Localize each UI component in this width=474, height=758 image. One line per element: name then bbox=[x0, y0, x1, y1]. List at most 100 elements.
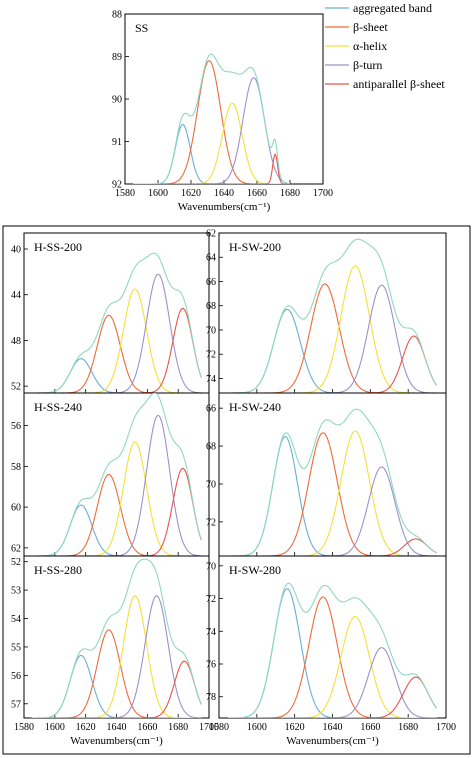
band-curve bbox=[228, 588, 437, 718]
plot-frame bbox=[23, 232, 210, 394]
y-tick-label: 54 bbox=[11, 614, 21, 625]
band-curve bbox=[228, 615, 437, 718]
y-tick-label: 60 bbox=[11, 503, 21, 514]
x-axis-label: Wavenumbers(cm⁻¹) bbox=[286, 735, 379, 747]
y-tick-label: 68 bbox=[206, 442, 216, 453]
y-tick-label: 74 bbox=[206, 627, 216, 638]
x-tick-label: 1600 bbox=[45, 722, 65, 733]
band-curve bbox=[31, 307, 202, 393]
y-tick-label: 52 bbox=[11, 557, 21, 568]
band-curve bbox=[31, 273, 202, 393]
x-tick-label: 1700 bbox=[436, 722, 456, 733]
y-tick-label: 53 bbox=[11, 586, 21, 597]
y-tick-label: 66 bbox=[206, 277, 216, 288]
plot-frame bbox=[23, 392, 210, 557]
y-tick-label: 70 bbox=[206, 479, 216, 490]
legend-label: antiparallel β-sheet bbox=[353, 77, 445, 91]
x-tick-label: 1620 bbox=[181, 188, 201, 199]
band-curve bbox=[31, 288, 202, 393]
y-tick-label: 72 bbox=[206, 350, 216, 361]
x-tick-label: 1580 bbox=[209, 722, 229, 733]
x-axis-label: Wavenumbers(cm⁻¹) bbox=[178, 201, 271, 213]
legend-label: α-helix bbox=[353, 39, 387, 53]
y-tick-label: 89 bbox=[112, 52, 122, 63]
band-curve bbox=[133, 153, 290, 184]
band-curve bbox=[133, 60, 290, 184]
y-tick-label: 44 bbox=[11, 290, 21, 301]
y-tick-label: 74 bbox=[206, 374, 216, 385]
x-tick-label: 1600 bbox=[247, 722, 267, 733]
y-tick-label: 91 bbox=[112, 137, 122, 148]
y-tick-label: 56 bbox=[11, 671, 21, 682]
y-tick-label: 70 bbox=[206, 325, 216, 336]
legend-label: aggregated band bbox=[353, 1, 432, 15]
plot-frame bbox=[218, 555, 447, 719]
y-tick-label: 58 bbox=[11, 462, 21, 473]
band-curve bbox=[228, 265, 437, 393]
y-tick-label: 70 bbox=[206, 561, 216, 572]
x-tick-label: 1640 bbox=[214, 188, 234, 199]
band-curve bbox=[228, 284, 437, 393]
band-curve bbox=[228, 647, 437, 718]
band-curve bbox=[228, 676, 437, 718]
y-tick-label: 40 bbox=[11, 245, 21, 256]
x-tick-label: 1660 bbox=[137, 722, 157, 733]
panel-title: H-SW-240 bbox=[229, 400, 281, 414]
band-curve bbox=[31, 595, 202, 718]
y-tick-label: 72 bbox=[206, 517, 216, 528]
x-tick-label: 1600 bbox=[148, 188, 168, 199]
panel-title: SS bbox=[135, 21, 148, 35]
envelope-curve bbox=[228, 238, 437, 393]
panel-h-ss-240: 56 58 60 62 H-SS-240 bbox=[11, 392, 210, 557]
y-tick-label: 62 bbox=[11, 543, 21, 554]
x-tick-label: 1700 bbox=[313, 188, 333, 199]
band-curve bbox=[31, 467, 202, 556]
panel-title: H-SW-280 bbox=[229, 563, 281, 577]
panel-h-sw-280: 70 72 74 76 78 1580 1600 1620 1640 1660 1680 1700 Wa… bbox=[206, 555, 456, 747]
y-tick-label: 55 bbox=[11, 642, 21, 653]
legend: aggregated band β-sheet α-helix β-turn antip… bbox=[325, 1, 445, 91]
panel-h-sw-240: 66 68 70 72 H-SW-240 bbox=[206, 392, 447, 557]
y-tick-label: 76 bbox=[206, 660, 216, 671]
band-curve bbox=[31, 441, 202, 556]
x-tick-label: 1680 bbox=[398, 722, 418, 733]
y-tick-label: 68 bbox=[206, 301, 216, 312]
x-tick-label: 1640 bbox=[107, 722, 127, 733]
panel-h-ss-280: 52 53 54 55 56 57 1580 1600 1620 1640 1660 1680 1700… bbox=[11, 555, 219, 747]
band-curve bbox=[228, 596, 437, 718]
envelope-curve bbox=[31, 252, 202, 393]
y-tick-label: 56 bbox=[11, 421, 21, 432]
envelope-curve bbox=[228, 408, 437, 556]
y-tick-label: 66 bbox=[206, 404, 216, 415]
envelope-curve bbox=[31, 558, 202, 718]
panel-h-ss-200: 40 44 48 52 H-SS-200 bbox=[11, 232, 210, 394]
x-tick-label: 1620 bbox=[76, 722, 96, 733]
x-tick-label: 1660 bbox=[247, 188, 267, 199]
legend-label: β-turn bbox=[353, 58, 382, 72]
band-curve bbox=[228, 430, 437, 556]
y-tick-label: 57 bbox=[11, 699, 21, 710]
envelope-curve bbox=[133, 53, 291, 184]
x-tick-label: 1680 bbox=[280, 188, 300, 199]
band-curve bbox=[228, 538, 437, 556]
band-curve bbox=[228, 335, 437, 393]
band-curve bbox=[31, 595, 202, 718]
y-tick-label: 64 bbox=[206, 253, 216, 264]
plot-frame bbox=[218, 232, 447, 394]
y-tick-label: 78 bbox=[206, 692, 216, 703]
band-curve bbox=[228, 283, 437, 393]
plot-frame bbox=[218, 392, 447, 557]
x-tick-label: 1660 bbox=[360, 722, 380, 733]
y-tick-label: 90 bbox=[112, 95, 122, 106]
band-curve bbox=[133, 102, 290, 184]
y-tick-label: 92 bbox=[112, 180, 122, 191]
x-tick-label: 1640 bbox=[323, 722, 343, 733]
x-axis-label: Wavenumbers(cm⁻¹) bbox=[70, 735, 163, 747]
y-tick-label: 88 bbox=[112, 10, 122, 21]
x-tick-label: 1680 bbox=[168, 722, 188, 733]
envelope-curve bbox=[31, 393, 202, 556]
band-curve bbox=[31, 660, 202, 718]
